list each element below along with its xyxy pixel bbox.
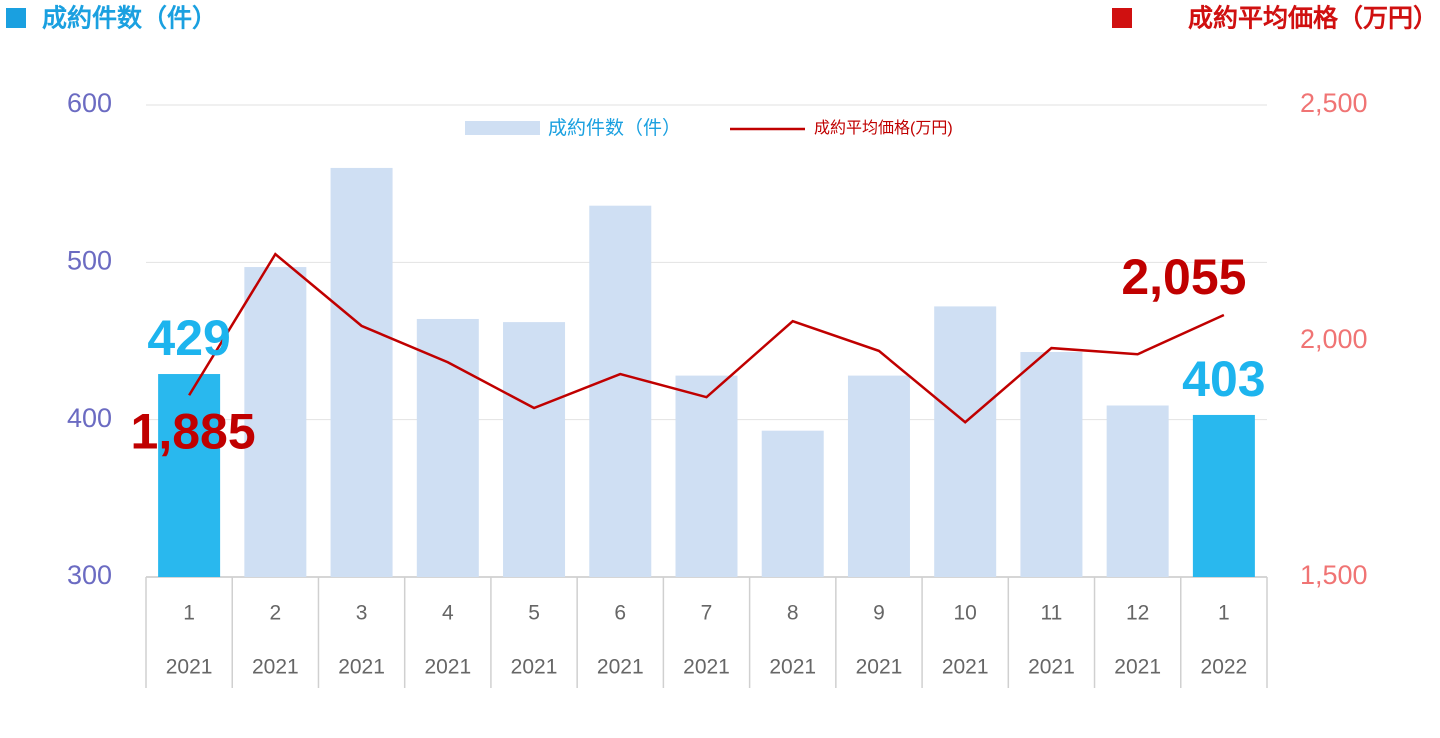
line: [188, 252, 1225, 424]
x-tick-year: 2022: [1201, 656, 1248, 679]
y2-tick-label: 1,500: [1300, 560, 1368, 590]
x-tick-label: 9: [873, 602, 885, 625]
x-tick-label: 1: [183, 602, 195, 625]
x-tick-label: 8: [787, 602, 799, 625]
bar: [761, 430, 824, 577]
x-tick-label: 7: [701, 602, 713, 625]
y-tick-label: 600: [67, 88, 112, 118]
x-tick-year: 2021: [769, 656, 816, 679]
data-label: 1,885: [131, 403, 256, 459]
x-tick-year: 2021: [166, 656, 213, 679]
y2-tick-label: 2,000: [1300, 324, 1368, 354]
bar: [503, 322, 566, 577]
x-tick-label: 11: [1041, 602, 1063, 625]
y-tick-label: 500: [67, 245, 112, 275]
x-tick-year: 2021: [338, 656, 385, 679]
bar: [416, 318, 479, 577]
x-tick-label: 6: [614, 602, 626, 625]
bar: [330, 167, 393, 577]
bar: [158, 374, 221, 577]
bar: [1192, 414, 1255, 577]
y-axis-title: 成約件数（件）: [42, 4, 217, 33]
bar: [675, 375, 738, 577]
x-tick-year: 2021: [856, 656, 903, 679]
x-tick-year: 2021: [252, 656, 299, 679]
y-tick-label: 300: [67, 560, 112, 590]
data-label: 429: [147, 310, 230, 366]
x-tick-year: 2021: [942, 656, 989, 679]
bar: [589, 205, 652, 577]
x-tick-year: 2021: [424, 656, 471, 679]
bar: [244, 267, 307, 577]
data-label: 403: [1182, 351, 1265, 407]
x-tick-year: 2021: [1114, 656, 1161, 679]
y2-tick-label: 2,500: [1300, 88, 1368, 118]
legend-label: 成約平均価格(万円): [814, 119, 953, 137]
title-marker: [1112, 8, 1132, 28]
title-marker: [6, 8, 26, 28]
x-tick-year: 2021: [511, 656, 558, 679]
x-tick-label: 10: [954, 602, 977, 625]
bar: [847, 375, 910, 577]
x-tick-label: 2: [270, 602, 282, 625]
bar: [1106, 405, 1169, 577]
x-tick-label: 4: [442, 602, 454, 625]
x-tick-label: 3: [356, 602, 368, 625]
y-tick-label: 400: [67, 403, 112, 433]
bar: [1020, 352, 1083, 577]
x-tick-year: 2021: [597, 656, 644, 679]
legend-label: 成約件数（件）: [548, 117, 681, 139]
x-tick-label: 1: [1218, 602, 1230, 625]
x-tick-label: 12: [1126, 602, 1149, 625]
x-tick-label: 5: [528, 602, 540, 625]
x-tick-year: 2021: [1028, 656, 1075, 679]
x-tick-year: 2021: [683, 656, 730, 679]
y2-axis-title: 成約平均価格（万円）: [1188, 4, 1438, 33]
bar: [934, 306, 997, 577]
legend-swatch: [465, 121, 540, 135]
data-label: 2,055: [1121, 249, 1246, 305]
